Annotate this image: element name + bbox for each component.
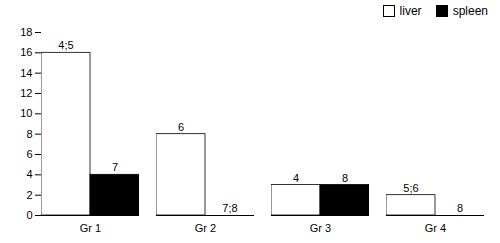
svg-text:0: 0 — [26, 209, 32, 221]
html-text:liver: liver — [399, 4, 422, 18]
html-text:spleen: spleen — [452, 4, 488, 18]
svg-text:14: 14 — [20, 67, 32, 79]
svg-text:8: 8 — [26, 128, 32, 140]
svg-text:4;5: 4;5 — [58, 39, 73, 51]
svg-text:Gr 3: Gr 3 — [310, 222, 331, 234]
svg-text:5;6: 5;6 — [403, 182, 418, 194]
svg-text:6: 6 — [26, 148, 32, 160]
svg-text:10: 10 — [20, 107, 32, 119]
svg-text:12: 12 — [20, 87, 32, 99]
svg-text:7: 7 — [112, 161, 118, 173]
svg-text:Gr 4: Gr 4 — [425, 222, 446, 234]
svg-text:18: 18 — [20, 26, 32, 38]
svg-text:4: 4 — [293, 172, 299, 184]
svg-text:16: 16 — [20, 46, 32, 58]
svg-text:Gr 1: Gr 1 — [80, 222, 101, 234]
svg-text:2: 2 — [26, 189, 32, 201]
svg-text:Gr 2: Gr 2 — [195, 222, 216, 234]
svg-text:8: 8 — [457, 202, 463, 214]
svg-text:8: 8 — [342, 172, 348, 184]
svg-text:7;8: 7;8 — [222, 202, 237, 214]
svg-text:6: 6 — [178, 121, 184, 133]
svg-text:4: 4 — [26, 168, 32, 180]
